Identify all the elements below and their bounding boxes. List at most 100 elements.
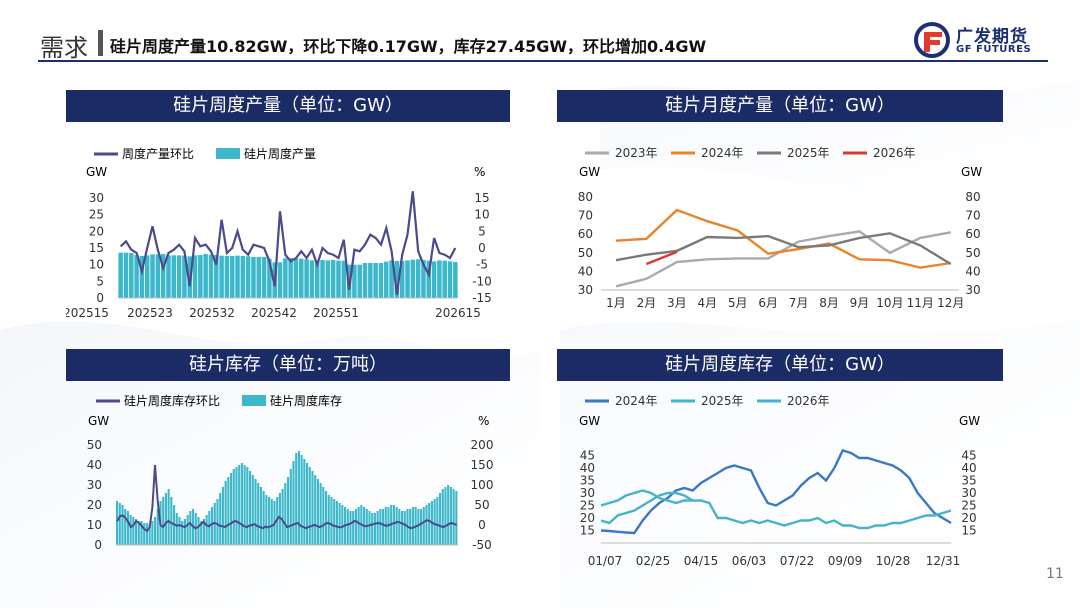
x-tick-label: 12/31 bbox=[926, 554, 961, 568]
y-tick-label: -50 bbox=[472, 538, 492, 552]
legend-label: 2024年 bbox=[701, 146, 744, 160]
bar bbox=[426, 260, 432, 298]
bar bbox=[160, 254, 166, 298]
y-tick-label: 150 bbox=[471, 458, 494, 472]
x-tick-label: 9月 bbox=[850, 296, 870, 310]
chart-title-weekly-inventory: 硅片周度库存（单位：GW） bbox=[557, 349, 1003, 381]
bar bbox=[245, 256, 251, 298]
bar bbox=[162, 497, 165, 545]
logo-english-text: GF FUTURES bbox=[956, 44, 1032, 55]
bar bbox=[314, 475, 317, 545]
bar bbox=[219, 255, 224, 298]
bar bbox=[238, 465, 241, 545]
bar bbox=[447, 261, 453, 298]
bar bbox=[167, 489, 170, 545]
x-axis: 1月 2月 3月 4月 5月 6月 7月 8月 9月 10月 11月 12月 bbox=[606, 296, 964, 310]
bar bbox=[444, 487, 447, 545]
y-tick-label: 0 bbox=[96, 291, 104, 305]
y-tick-label: 40 bbox=[578, 264, 593, 278]
bar bbox=[261, 257, 267, 298]
bar bbox=[437, 260, 442, 298]
y-tick-label: 80 bbox=[578, 190, 593, 204]
bar bbox=[281, 489, 284, 545]
bar bbox=[214, 255, 219, 298]
y-tick-label: 15 bbox=[580, 524, 595, 538]
bar bbox=[254, 479, 257, 545]
legend-label: 2023年 bbox=[615, 146, 658, 160]
x-tick-label: 3月 bbox=[667, 296, 687, 310]
x-tick-label: 04/15 bbox=[684, 554, 719, 568]
bar bbox=[134, 255, 139, 298]
bar bbox=[126, 511, 129, 545]
bar bbox=[349, 511, 352, 545]
bar bbox=[151, 521, 154, 545]
y-tick-label: 40 bbox=[580, 461, 595, 475]
bar bbox=[208, 511, 211, 545]
bar bbox=[308, 467, 311, 545]
bar bbox=[171, 255, 177, 298]
right-axis: 30 40 50 60 70 80 bbox=[965, 190, 980, 297]
y-tick-label: 10 bbox=[87, 518, 102, 532]
bar bbox=[401, 511, 404, 545]
x-tick-label: 01/07 bbox=[588, 554, 623, 568]
y-tick-label: 30 bbox=[89, 191, 104, 205]
bar bbox=[181, 521, 184, 545]
x-tick-label: 12月 bbox=[937, 296, 964, 310]
bar bbox=[455, 491, 458, 545]
x-axis: 202515 202523 202532 202542 202551 202615 bbox=[66, 306, 481, 320]
plot-area bbox=[600, 449, 952, 544]
bar bbox=[297, 451, 300, 545]
x-tick-label: 202532 bbox=[189, 306, 235, 320]
y-tick-label: 30 bbox=[965, 283, 980, 297]
bar bbox=[129, 253, 134, 298]
bar bbox=[186, 515, 189, 545]
bar bbox=[333, 499, 336, 545]
bar bbox=[420, 509, 423, 545]
gf-futures-logo: 广发期货 GF FUTURES bbox=[914, 22, 1044, 60]
right-axis-unit: GW bbox=[959, 414, 980, 428]
bar bbox=[139, 256, 145, 298]
bar bbox=[410, 259, 416, 298]
gf-logo-icon bbox=[914, 22, 950, 58]
legend-label: 硅片周度库存环比 bbox=[124, 393, 220, 408]
bar bbox=[176, 255, 182, 298]
bar bbox=[178, 517, 181, 545]
legend-label: 2025年 bbox=[787, 146, 830, 160]
bar bbox=[227, 477, 230, 545]
bar bbox=[421, 260, 426, 298]
bar bbox=[249, 471, 252, 545]
legend-label: 2026年 bbox=[873, 146, 916, 160]
bar bbox=[200, 521, 203, 545]
bar bbox=[235, 467, 238, 545]
bar bbox=[439, 493, 442, 545]
bar bbox=[116, 501, 119, 545]
chart-weekly-output: 周度产量环比 硅片周度产量 GW % 0 5 10 15 20 25 30 -15 -10 -5… bbox=[66, 146, 492, 320]
bar bbox=[183, 519, 186, 545]
slide-title: 硅片周度产量10.82GW，环比下降0.17GW，库存27.45GW，环比增加0… bbox=[110, 37, 707, 56]
x-tick-label: 5月 bbox=[728, 296, 748, 310]
bar bbox=[327, 495, 330, 545]
y-tick-label: 70 bbox=[578, 209, 593, 223]
y-tick-label: 50 bbox=[965, 246, 980, 260]
bar bbox=[403, 511, 406, 545]
bar bbox=[384, 261, 389, 298]
bar bbox=[425, 505, 428, 545]
plot-area bbox=[116, 451, 458, 546]
bar bbox=[219, 493, 222, 545]
bar bbox=[357, 264, 362, 298]
bar bbox=[267, 258, 272, 298]
bar bbox=[211, 507, 214, 545]
y-tick-label: 20 bbox=[89, 224, 104, 238]
series-line bbox=[600, 491, 952, 530]
x-tick-label: 6月 bbox=[758, 296, 778, 310]
bar bbox=[299, 258, 304, 298]
left-axis-unit: GW bbox=[86, 165, 107, 179]
y-tick-label: 70 bbox=[965, 209, 980, 223]
bar bbox=[376, 511, 379, 545]
bar bbox=[118, 503, 121, 545]
chart-title-weekly-output: 硅片周度产量（单位：GW） bbox=[66, 90, 510, 122]
legend: 2023年 2024年 2025年 2026年 bbox=[585, 146, 916, 160]
bar bbox=[330, 497, 333, 545]
y-tick-label: -15 bbox=[472, 291, 492, 305]
